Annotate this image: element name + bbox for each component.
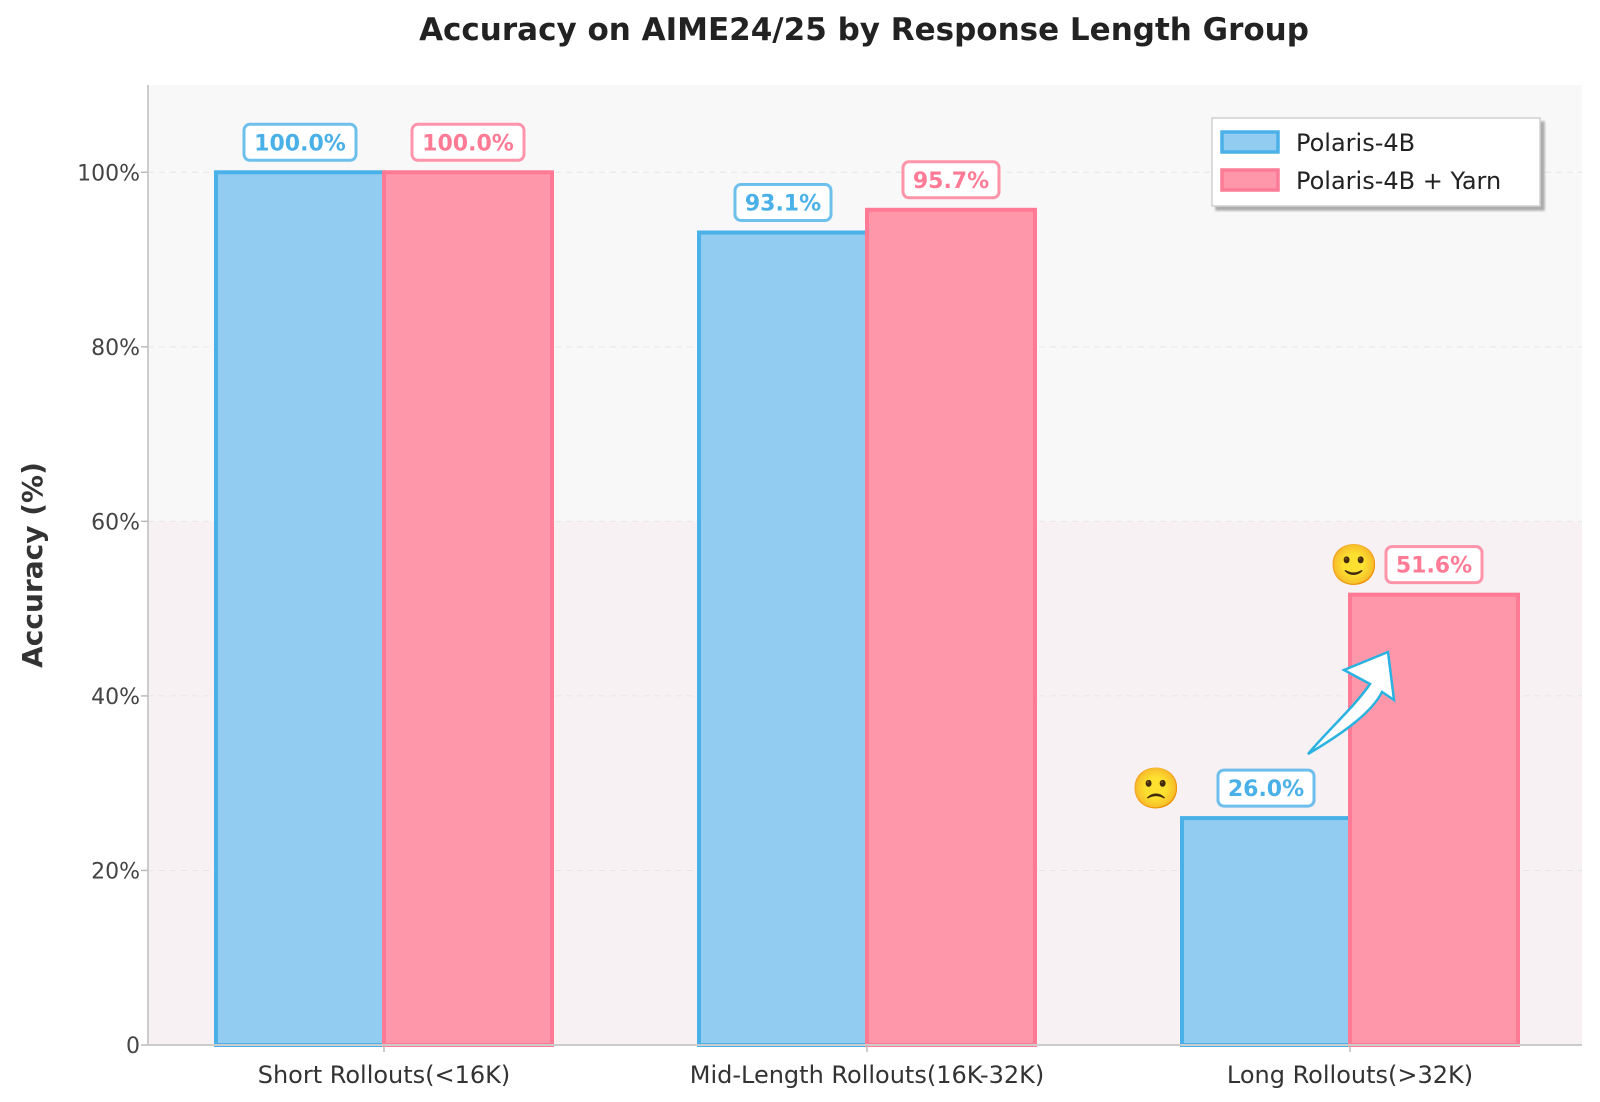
x-categories: Short Rollouts(<16K) Mid-Length Rollouts(…: [258, 1045, 1473, 1089]
smile-face-icon: 🙂: [1329, 543, 1379, 589]
improvement-arrow-icon: [1307, 650, 1396, 756]
data-label-box: [1384, 545, 1484, 585]
data-label-box: [733, 182, 833, 222]
legend: Polaris-4B Polaris-4B + Yarn: [1211, 117, 1541, 207]
data-label: 51.6%: [1384, 545, 1484, 585]
bar-polaris-4b: [214, 170, 386, 1048]
data-label-box: [1216, 768, 1316, 808]
legend-swatch: [1220, 130, 1280, 154]
legend-label: Polaris-4B: [1296, 129, 1415, 157]
data-label-text: 93.1%: [745, 191, 821, 216]
y-tick-label: 100%: [77, 161, 140, 186]
y-tick-label: 60%: [91, 510, 140, 535]
annotations: 🙁🙂: [1131, 543, 1396, 812]
x-category-label: Short Rollouts(<16K): [258, 1061, 511, 1089]
bar-polaris-4b: [697, 230, 869, 1047]
data-label-box: [242, 122, 358, 162]
y-tick-label: 20%: [91, 859, 140, 884]
y-tick-label: 40%: [91, 685, 140, 710]
bar-polaris-4b: [1180, 816, 1352, 1047]
data-label: 93.1%: [733, 182, 833, 222]
data-label: 100.0%: [410, 122, 526, 162]
sad-face-icon: 🙁: [1131, 766, 1181, 812]
data-label-box: [410, 122, 526, 162]
data-label: 95.7%: [901, 160, 1001, 200]
data-label: 100.0%: [242, 122, 358, 162]
x-category-label: Long Rollouts(>32K): [1227, 1061, 1473, 1089]
legend-swatch: [1220, 168, 1280, 192]
legend-label: Polaris-4B + Yarn: [1296, 167, 1501, 195]
bars: [214, 170, 1520, 1048]
y-axis-label: Accuracy (%): [16, 462, 49, 668]
x-category-label: Mid-Length Rollouts(16K-32K): [690, 1061, 1045, 1089]
data-label-text: 95.7%: [913, 169, 989, 194]
axes: [147, 85, 1582, 1046]
chart-title: Accuracy on AIME24/25 by Response Length…: [419, 12, 1309, 48]
data-label-text: 26.0%: [1228, 777, 1304, 802]
data-label-text: 51.6%: [1396, 554, 1472, 579]
data-labels: 100.0% 100.0% 93.1% 95.7% 26.0% 51.6%: [242, 122, 1484, 808]
bar-polaris-4b-yarn: [865, 207, 1037, 1048]
data-label-box: [901, 160, 1001, 200]
data-label-text: 100.0%: [254, 131, 346, 156]
y-tick-label: 0: [126, 1034, 140, 1059]
y-tick-label: 80%: [91, 336, 140, 361]
y-ticks: 0 20% 40% 60% 80% 100%: [77, 161, 148, 1059]
data-label: 26.0%: [1216, 768, 1316, 808]
bar-polaris-4b-yarn: [382, 170, 554, 1048]
data-label-text: 100.0%: [422, 131, 514, 156]
